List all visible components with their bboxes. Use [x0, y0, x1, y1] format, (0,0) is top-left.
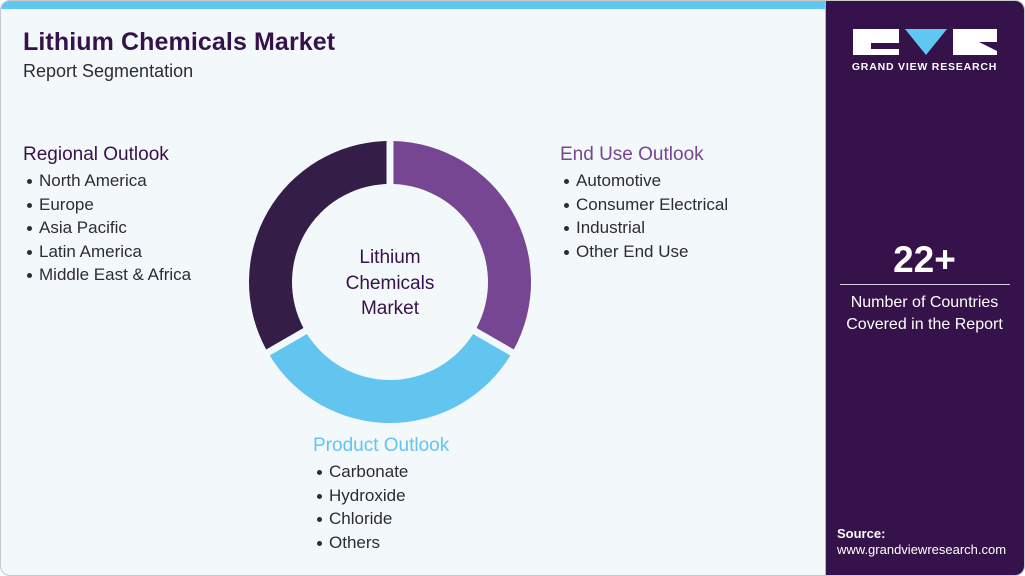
regional-outlook-list: North America Europe Asia Pacific Latin …: [23, 169, 191, 287]
regional-outlook-block: Regional Outlook North America Europe As…: [23, 144, 191, 287]
donut-segment-product-outlook: [269, 333, 511, 423]
donut-segment-end-use-outlook: [393, 141, 531, 350]
list-item: Others: [313, 531, 449, 555]
list-item: Europe: [23, 193, 191, 217]
list-item: Industrial: [560, 216, 728, 240]
list-item: Consumer Electrical: [560, 193, 728, 217]
stat-divider: [840, 284, 1010, 285]
side-panel: [825, 1, 1024, 575]
stat-label-line: Covered in the Report: [846, 316, 1003, 333]
list-item: Middle East & Africa: [23, 263, 191, 287]
list-item: Asia Pacific: [23, 216, 191, 240]
product-outlook-heading: Product Outlook: [313, 435, 450, 456]
list-item: Carbonate: [313, 460, 449, 484]
list-item: Other End Use: [560, 240, 728, 264]
stat-label-line: Number of Countries: [850, 294, 999, 311]
center-label-line: Chemicals: [345, 272, 435, 294]
countries-count: 22+: [893, 239, 956, 280]
top-accent-bar: [1, 1, 825, 9]
source-url[interactable]: www.grandviewresearch.com: [837, 542, 1007, 557]
list-item: North America: [23, 169, 191, 193]
list-item: Chloride: [313, 507, 449, 531]
enduse-outlook-list: Automotive Consumer Electrical Industria…: [560, 169, 728, 263]
donut-center-label: Lithium Chemicals Market: [310, 245, 470, 322]
countries-label: Number of Countries Covered in the Repor…: [825, 292, 1024, 336]
regional-outlook-heading: Regional Outlook: [23, 144, 169, 165]
center-label-line: Lithium: [359, 247, 421, 268]
page-title: Lithium Chemicals Market: [23, 28, 336, 56]
list-item: Latin America: [23, 240, 191, 264]
gvr-logo-icon: [853, 29, 997, 55]
page-subtitle: Report Segmentation: [23, 61, 194, 81]
list-item: Hydroxide: [313, 484, 449, 508]
center-label-line: Market: [360, 298, 420, 319]
logo-text: GRAND VIEW RESEARCH: [851, 61, 998, 73]
enduse-outlook-block: End Use Outlook Automotive Consumer Elec…: [560, 144, 728, 263]
segmentation-donut: [249, 141, 531, 423]
enduse-outlook-heading: End Use Outlook: [560, 144, 704, 165]
donut-segment-regional-outlook: [249, 141, 387, 350]
product-outlook-block: Product Outlook Carbonate Hydroxide Chlo…: [313, 435, 449, 554]
product-outlook-list: Carbonate Hydroxide Chloride Others: [313, 460, 449, 554]
source-label: Source:: [837, 526, 886, 541]
list-item: Automotive: [560, 169, 728, 193]
